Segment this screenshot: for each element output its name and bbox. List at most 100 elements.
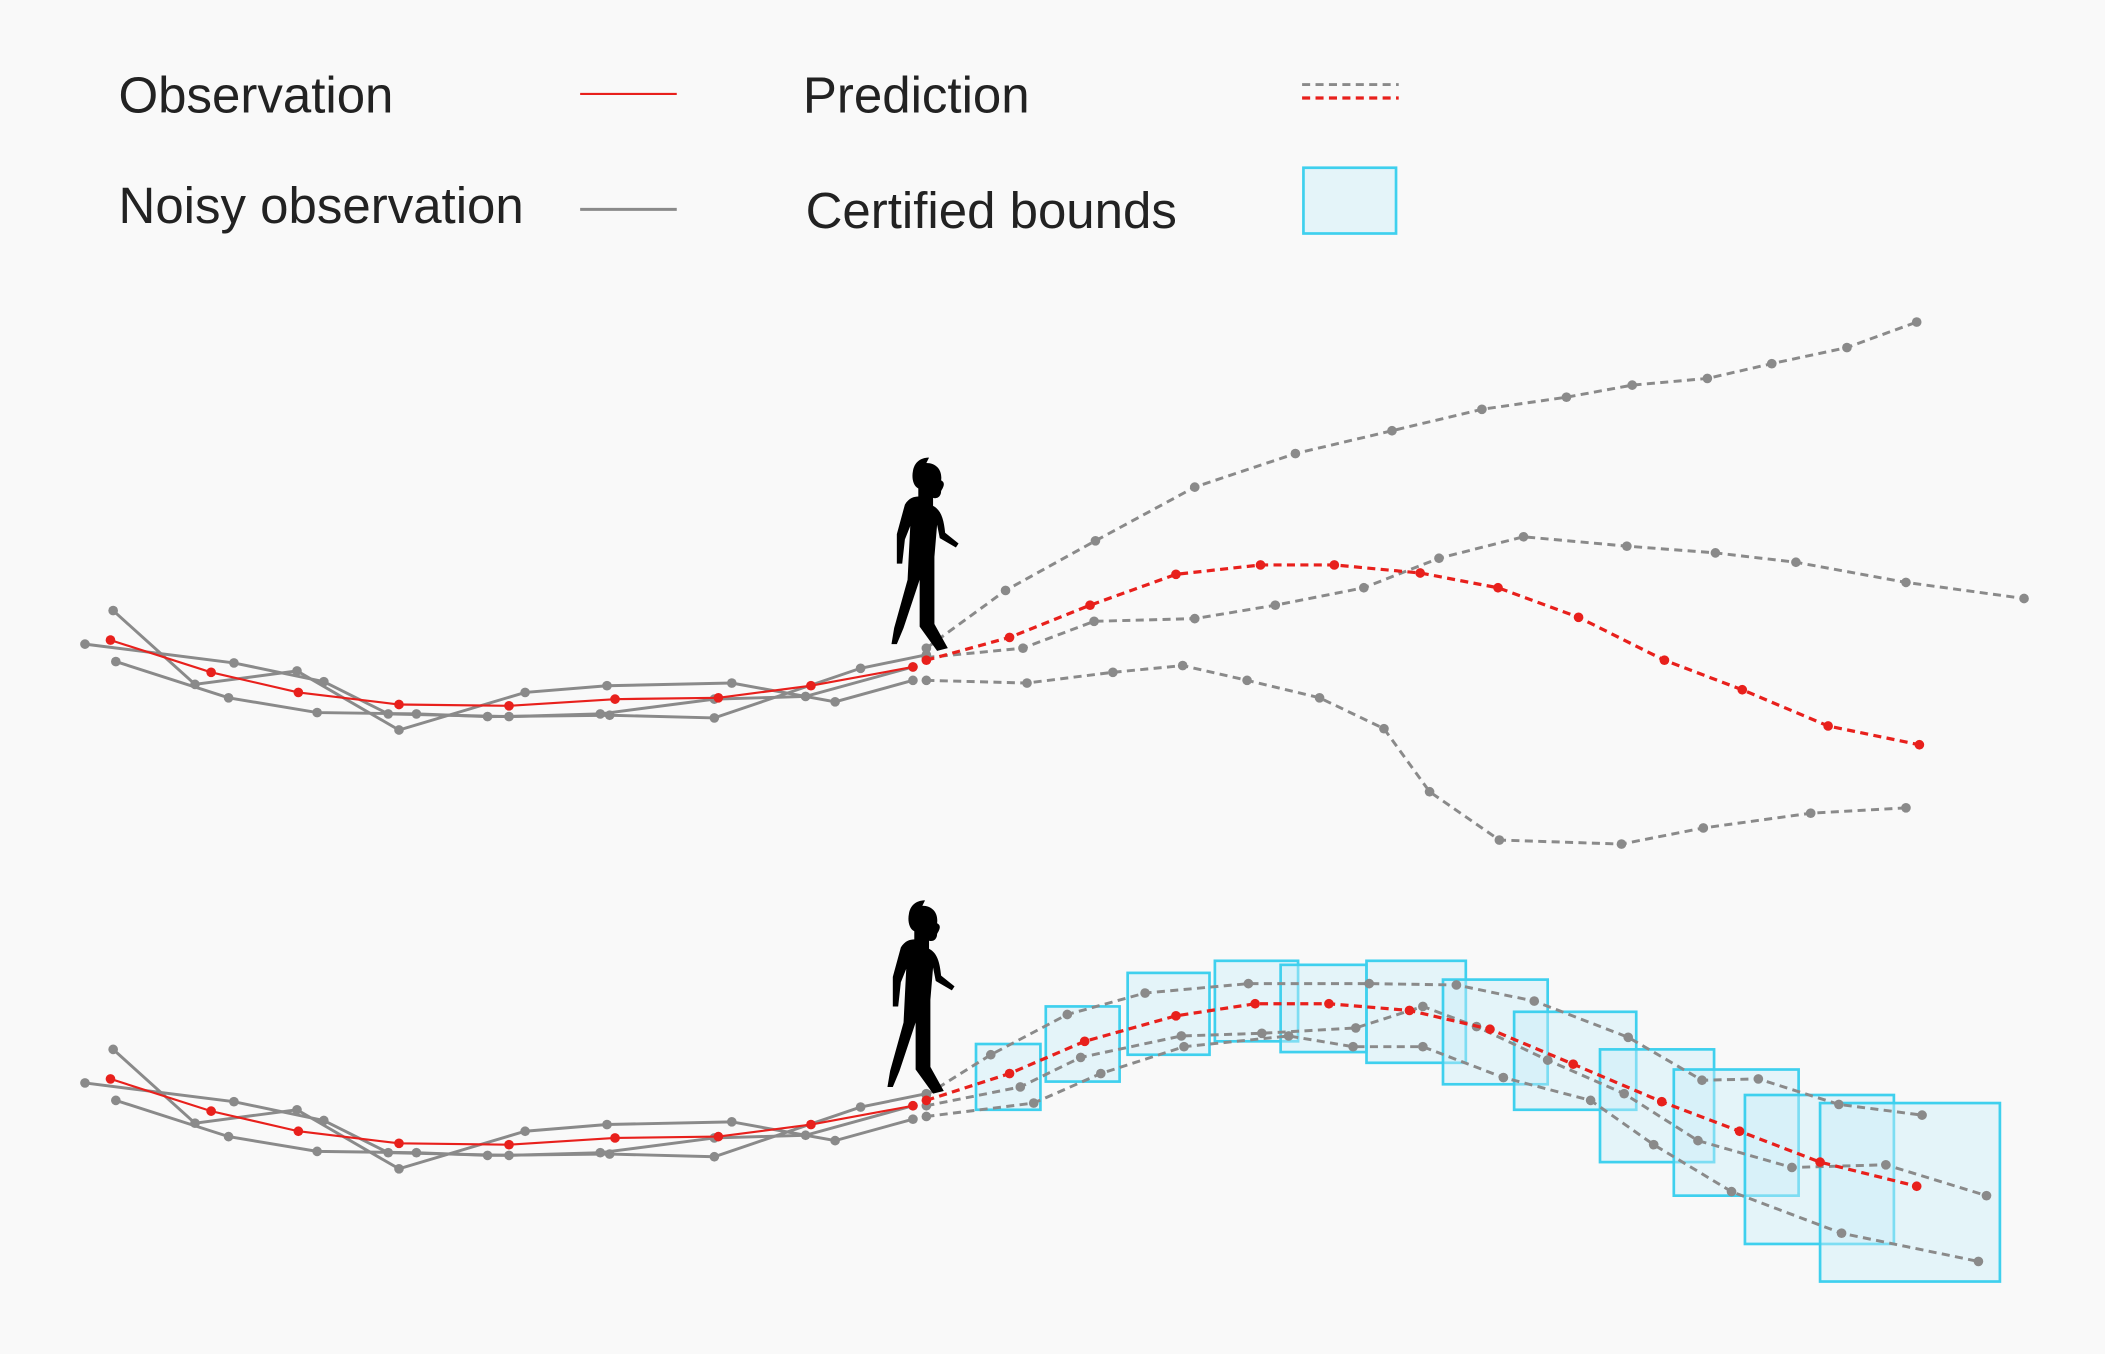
waypoint (908, 1100, 918, 1111)
waypoint (602, 1119, 612, 1130)
waypoint (1815, 1157, 1825, 1167)
waypoint (1015, 1082, 1026, 1092)
waypoint (1028, 1098, 1039, 1108)
waypoint (1283, 1031, 1294, 1041)
waypoint (1176, 1031, 1187, 1041)
waypoint (726, 678, 737, 688)
waypoint (1518, 531, 1529, 542)
waypoint (319, 1115, 329, 1126)
waypoint (1477, 404, 1487, 415)
waypoint (520, 1126, 530, 1137)
waypoint (1424, 786, 1435, 797)
waypoint (223, 1131, 234, 1142)
waypoint (1018, 643, 1028, 653)
waypoint (229, 658, 239, 668)
waypoint (1358, 582, 1369, 593)
waypoint (1257, 1028, 1267, 1039)
waypoint (1451, 980, 1462, 990)
waypoint (806, 680, 816, 691)
legend-label: Prediction (803, 67, 1030, 124)
waypoint (1737, 684, 1748, 695)
waypoint (908, 662, 918, 672)
waypoint (111, 1095, 121, 1106)
waypoint (411, 1147, 422, 1158)
waypoint (80, 639, 90, 649)
waypoint (312, 1146, 322, 1157)
waypoint (921, 1111, 932, 1122)
waypoint (1627, 380, 1638, 390)
waypoint (1415, 568, 1426, 578)
waypoint (1753, 1074, 1764, 1084)
waypoint (1698, 823, 1709, 833)
waypoint (292, 1104, 302, 1115)
waypoint (604, 1149, 615, 1159)
waypoint (602, 680, 612, 691)
waypoint (206, 667, 216, 678)
waypoint (908, 1114, 918, 1124)
waypoint (1364, 978, 1375, 989)
waypoint (312, 707, 322, 718)
waypoint (1329, 560, 1340, 570)
waypoint (1656, 1096, 1667, 1107)
trajectory (925, 563, 1920, 747)
waypoint (2019, 593, 2029, 604)
waypoint (1901, 577, 1911, 588)
waypoint (1290, 448, 1301, 459)
person-silhouette (887, 900, 955, 1094)
certified-box (1818, 1101, 2002, 1283)
waypoint (394, 1138, 404, 1149)
legend: Observation Prediction Noisy observation… (119, 67, 1399, 239)
waypoint (292, 666, 302, 676)
trajectory (925, 320, 1918, 650)
waypoint (229, 1096, 239, 1107)
waypoint (908, 675, 918, 686)
waypoint (800, 1130, 811, 1141)
waypoint (520, 687, 530, 698)
waypoint (1573, 612, 1584, 623)
waypoint (1498, 1072, 1509, 1083)
waypoint (1911, 1181, 1922, 1192)
waypoint (1710, 548, 1721, 558)
certified-box (1279, 963, 1368, 1054)
waypoint (1089, 616, 1099, 627)
waypoint (1350, 1023, 1361, 1033)
waypoint (482, 1150, 493, 1161)
waypoint (1693, 1135, 1703, 1146)
waypoint (800, 691, 811, 702)
waypoint (610, 1133, 620, 1143)
waypoint (1270, 600, 1281, 611)
waypoint (1542, 1055, 1553, 1065)
waypoint (1108, 667, 1118, 678)
waypoint (1973, 1256, 1984, 1267)
waypoint (1171, 1011, 1181, 1021)
waypoint (1726, 1186, 1737, 1197)
waypoint (1485, 1024, 1495, 1035)
waypoint (1659, 655, 1670, 666)
waypoint (105, 1074, 116, 1084)
waypoint (726, 1117, 737, 1127)
panel-top (80, 317, 2029, 849)
waypoint (1075, 1052, 1086, 1063)
waypoint (830, 696, 840, 707)
waypoint (1623, 1032, 1634, 1043)
waypoint (1090, 535, 1101, 546)
waypoint (985, 1049, 996, 1060)
waypoint (1434, 553, 1444, 564)
legend-label: Noisy observation (119, 177, 524, 234)
waypoint (1734, 1126, 1745, 1137)
waypoint (293, 687, 304, 698)
waypoint (1917, 1110, 1927, 1120)
waypoint (921, 655, 932, 666)
waypoint (1243, 978, 1254, 989)
waypoint (1791, 557, 1801, 568)
trajectory (112, 1048, 914, 1171)
certified-box (1441, 978, 1550, 1086)
legend-label: Observation (119, 67, 394, 124)
waypoint (293, 1126, 304, 1137)
waypoint (1702, 373, 1713, 384)
waypoint (1914, 739, 1925, 750)
waypoint (1622, 541, 1632, 551)
waypoint (1062, 1009, 1073, 1020)
waypoint (1494, 835, 1505, 845)
